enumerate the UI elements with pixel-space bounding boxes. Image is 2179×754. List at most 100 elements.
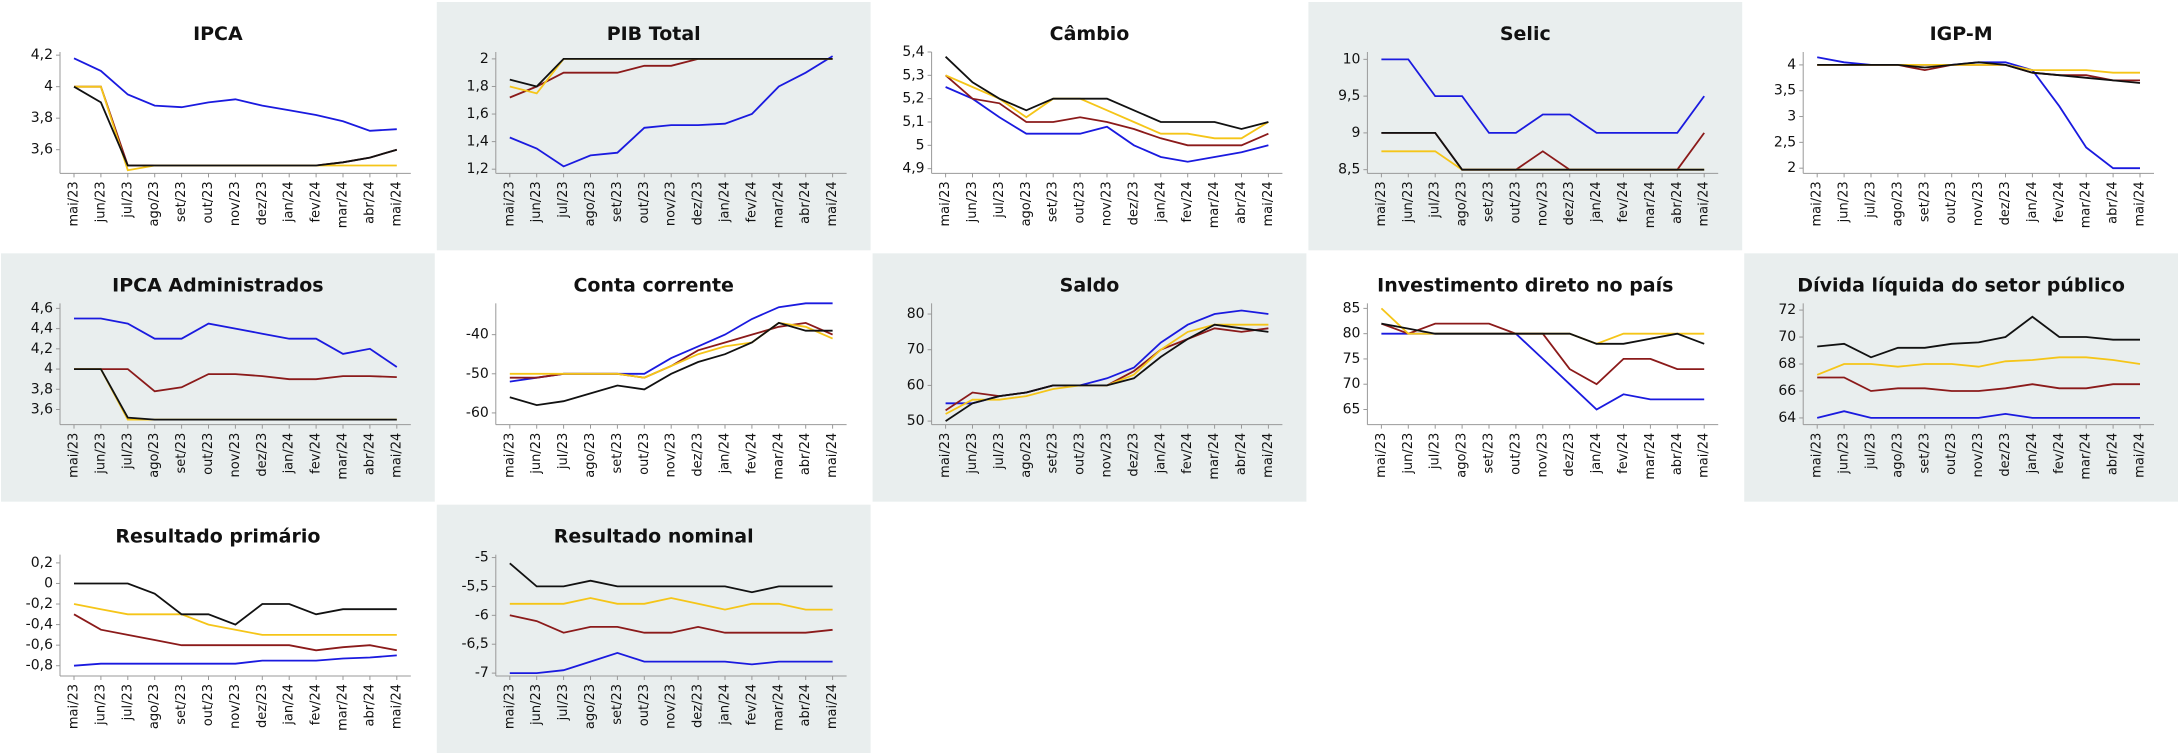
series-line <box>509 55 834 168</box>
x-tick-label: mai/24 <box>825 433 840 478</box>
y-tick-label: 68 <box>1778 356 1796 372</box>
y-tick-label: 72 <box>1778 302 1796 318</box>
y-tick-label: 4,4 <box>31 321 53 337</box>
x-tick-label: mar/24 <box>336 181 351 228</box>
x-tick-label: mar/24 <box>771 433 786 480</box>
x-tick-label: fev/24 <box>744 684 759 725</box>
x-tick-label: mai/23 <box>67 684 82 729</box>
series-line <box>945 86 1269 163</box>
x-tick-label: mar/24 <box>2079 181 2094 228</box>
series-line <box>73 603 397 636</box>
x-tick-label: ago/23 <box>1455 433 1470 478</box>
y-tick-label: 64 <box>1778 410 1796 426</box>
y-tick-label: 1,2 <box>467 161 489 177</box>
chart-title: Investimento direto no país <box>1377 274 1673 296</box>
x-tick-label: out/23 <box>1944 433 1959 475</box>
y-tick-label: -5,5 <box>461 578 488 594</box>
x-tick-label: ago/23 <box>147 181 162 226</box>
x-tick-label: jan/24 <box>282 433 297 475</box>
x-tick-label: mai/23 <box>938 433 953 478</box>
series-line <box>1381 322 1705 345</box>
x-tick-label: nov/23 <box>1971 181 1986 226</box>
x-tick-label: mai/24 <box>2133 433 2148 478</box>
chart-title: Saldo <box>1060 274 1120 296</box>
x-tick-label: mai/23 <box>1374 181 1389 226</box>
series-line <box>509 321 833 407</box>
y-tick-label: -6,5 <box>461 636 488 652</box>
x-tick-label: jul/23 <box>120 433 135 470</box>
panel-background <box>1 253 435 502</box>
y-tick-label: 5,2 <box>902 91 924 107</box>
series-line <box>509 321 833 379</box>
x-tick-label: ago/23 <box>1019 433 1034 478</box>
x-tick-label: ago/23 <box>583 433 598 478</box>
x-tick-label: abr/24 <box>798 433 813 476</box>
x-tick-label: nov/23 <box>228 684 243 729</box>
x-tick-label: jun/23 <box>93 433 108 475</box>
x-tick-label: fev/24 <box>309 684 324 725</box>
y-tick-label: 75 <box>1343 351 1361 367</box>
x-tick-label: dez/23 <box>1998 181 2013 225</box>
y-tick-label: 2,5 <box>1774 134 1796 150</box>
series-line <box>1817 56 2140 170</box>
x-tick-label: set/23 <box>1917 181 1932 222</box>
y-tick-label: 5,4 <box>902 44 924 60</box>
x-tick-label: abr/24 <box>798 181 813 224</box>
series-line <box>74 317 398 368</box>
x-tick-label: set/23 <box>174 684 189 725</box>
x-tick-label: set/23 <box>610 684 625 725</box>
x-tick-label: fev/24 <box>1616 433 1631 474</box>
x-tick-label: mai/23 <box>1374 433 1389 478</box>
x-tick-label: jul/23 <box>1864 433 1879 470</box>
panel-background <box>872 253 1307 502</box>
x-tick-label: jul/23 <box>992 181 1007 218</box>
x-tick-label: mai/24 <box>825 684 840 729</box>
x-tick-label: mai/23 <box>67 181 82 226</box>
x-tick-label: abr/24 <box>2106 181 2121 224</box>
chart-title: Conta corrente <box>573 274 733 296</box>
x-tick-label: ago/23 <box>1455 181 1470 226</box>
y-tick-label: 80 <box>907 306 925 322</box>
x-tick-label: dez/23 <box>1126 181 1141 225</box>
x-tick-label: jan/24 <box>282 181 297 223</box>
x-tick-label: set/23 <box>1482 181 1497 222</box>
series-line <box>1381 58 1705 134</box>
x-tick-label: mai/23 <box>502 433 517 478</box>
x-tick-label: out/23 <box>1508 433 1523 475</box>
y-tick-label: 4 <box>1787 57 1796 73</box>
series-line <box>509 562 833 594</box>
x-tick-label: dez/23 <box>255 433 270 477</box>
series-line <box>1817 315 2140 359</box>
y-tick-label: 70 <box>1778 329 1796 345</box>
x-tick-label: nov/23 <box>1535 433 1550 478</box>
x-tick-label: mar/24 <box>771 684 786 731</box>
y-tick-label: 4 <box>44 361 53 377</box>
y-tick-label: 9 <box>1351 125 1360 141</box>
panel: Saldo 50 60 70 80 mai/23 jun/23 jul/23 ago/23 set… <box>872 253 1307 502</box>
x-tick-label: jan/24 <box>718 433 733 475</box>
y-tick-label: -5 <box>475 550 489 566</box>
x-tick-label: jul/23 <box>1428 433 1443 470</box>
x-tick-label: jan/24 <box>1589 181 1604 223</box>
x-tick-label: nov/23 <box>1100 433 1115 478</box>
x-tick-label: mai/23 <box>67 433 82 478</box>
x-tick-label: dez/23 <box>255 684 270 728</box>
x-tick-label: jun/23 <box>93 181 108 223</box>
series-line <box>509 651 833 674</box>
series-line <box>945 74 1269 140</box>
x-tick-label: jul/23 <box>556 684 571 721</box>
y-tick-label: 5,3 <box>902 67 924 83</box>
x-tick-label: abr/24 <box>1234 433 1249 476</box>
x-tick-label: fev/24 <box>309 433 324 474</box>
x-tick-label: mai/24 <box>389 684 404 729</box>
y-tick-label: -50 <box>466 366 489 382</box>
x-tick-label: nov/23 <box>228 181 243 226</box>
x-tick-label: mai/24 <box>1697 433 1712 478</box>
x-tick-label: abr/24 <box>362 684 377 727</box>
chart-title: Resultado primário <box>115 526 320 548</box>
x-tick-label: nov/23 <box>1535 181 1550 226</box>
x-tick-label: fev/24 <box>309 181 324 222</box>
x-tick-label: mai/23 <box>502 181 517 226</box>
x-tick-label: fev/24 <box>744 433 759 474</box>
